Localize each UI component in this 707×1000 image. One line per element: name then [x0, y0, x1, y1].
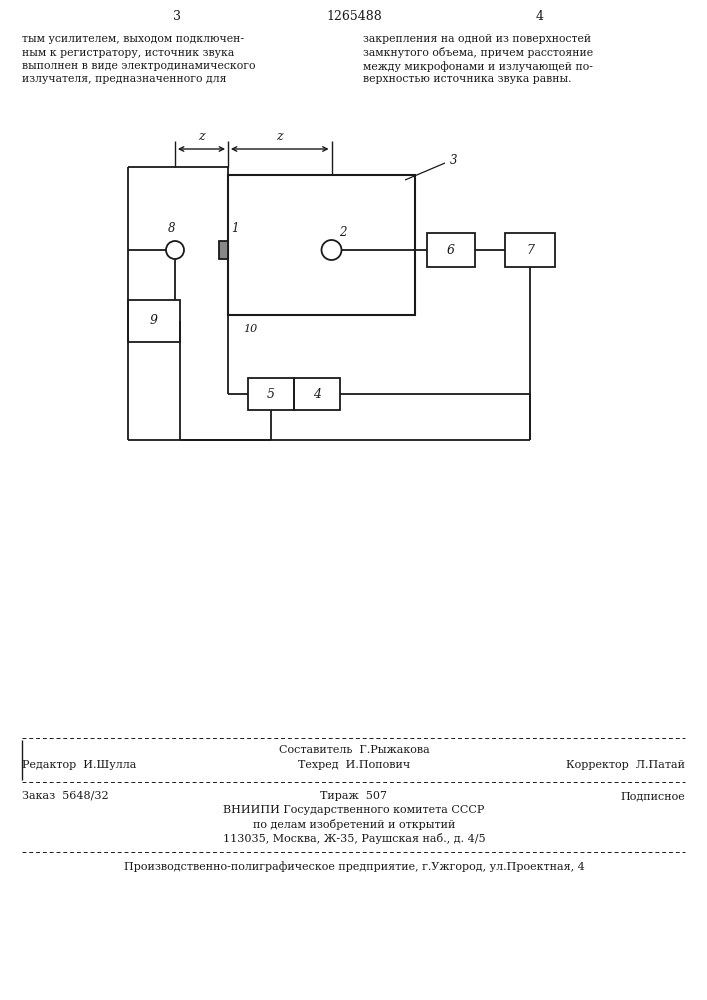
Text: 10: 10	[243, 324, 257, 334]
Text: 8: 8	[168, 223, 176, 235]
Text: ВНИИПИ Государственного комитета СССР: ВНИИПИ Государственного комитета СССР	[223, 805, 485, 815]
Text: замкнутого объема, причем расстояние: замкнутого объема, причем расстояние	[363, 47, 593, 58]
Text: 7: 7	[526, 243, 534, 256]
Text: 113035, Москва, Ж-35, Раушская наб., д. 4/5: 113035, Москва, Ж-35, Раушская наб., д. …	[223, 832, 485, 844]
Text: 1265488: 1265488	[326, 9, 382, 22]
Text: закрепления на одной из поверхностей: закрепления на одной из поверхностей	[363, 34, 591, 44]
Text: z: z	[198, 130, 205, 143]
Text: тым усилителем, выходом подключен-: тым усилителем, выходом подключен-	[22, 34, 244, 44]
Bar	[294, 378, 340, 410]
Text: Техред  И.Попович: Техред И.Попович	[298, 760, 410, 770]
Bar	[228, 175, 415, 315]
Bar	[128, 300, 180, 342]
Text: излучателя, предназначенного для: излучателя, предназначенного для	[22, 75, 226, 85]
Text: Корректор  Л.Патай: Корректор Л.Патай	[566, 760, 685, 770]
Text: Составитель  Г.Рыжакова: Составитель Г.Рыжакова	[279, 745, 429, 755]
Circle shape	[166, 241, 184, 259]
Text: 5: 5	[267, 387, 275, 400]
Text: по делам изобретений и открытий: по делам изобретений и открытий	[253, 818, 455, 830]
Text: ным к регистратору, источник звука: ным к регистратору, источник звука	[22, 47, 234, 57]
Text: Заказ  5648/32: Заказ 5648/32	[22, 791, 109, 801]
Bar	[427, 233, 475, 267]
Text: 4: 4	[313, 387, 321, 400]
Bar	[219, 241, 228, 259]
Text: выполнен в виде электродинамического: выполнен в виде электродинамического	[22, 61, 255, 71]
Text: Редактор  И.Шулла: Редактор И.Шулла	[22, 760, 136, 770]
Circle shape	[322, 240, 341, 260]
Text: 3: 3	[450, 153, 457, 166]
Text: Производственно-полиграфическое предприятие, г.Ужгород, ул.Проектная, 4: Производственно-полиграфическое предприя…	[124, 862, 585, 872]
Text: между микрофонами и излучающей по-: между микрофонами и излучающей по-	[363, 61, 593, 72]
Text: 4: 4	[536, 9, 544, 22]
Bar	[505, 233, 555, 267]
Text: 6: 6	[447, 243, 455, 256]
Text: 3: 3	[173, 9, 181, 22]
Text: Подписное: Подписное	[620, 791, 685, 801]
Text: 1: 1	[231, 222, 238, 234]
Text: 2: 2	[339, 226, 347, 238]
Text: 9: 9	[150, 314, 158, 328]
Text: Тираж  507: Тираж 507	[320, 791, 387, 801]
Text: z: z	[276, 130, 283, 143]
Bar	[248, 378, 294, 410]
Text: верхностью источника звука равны.: верхностью источника звука равны.	[363, 75, 571, 85]
